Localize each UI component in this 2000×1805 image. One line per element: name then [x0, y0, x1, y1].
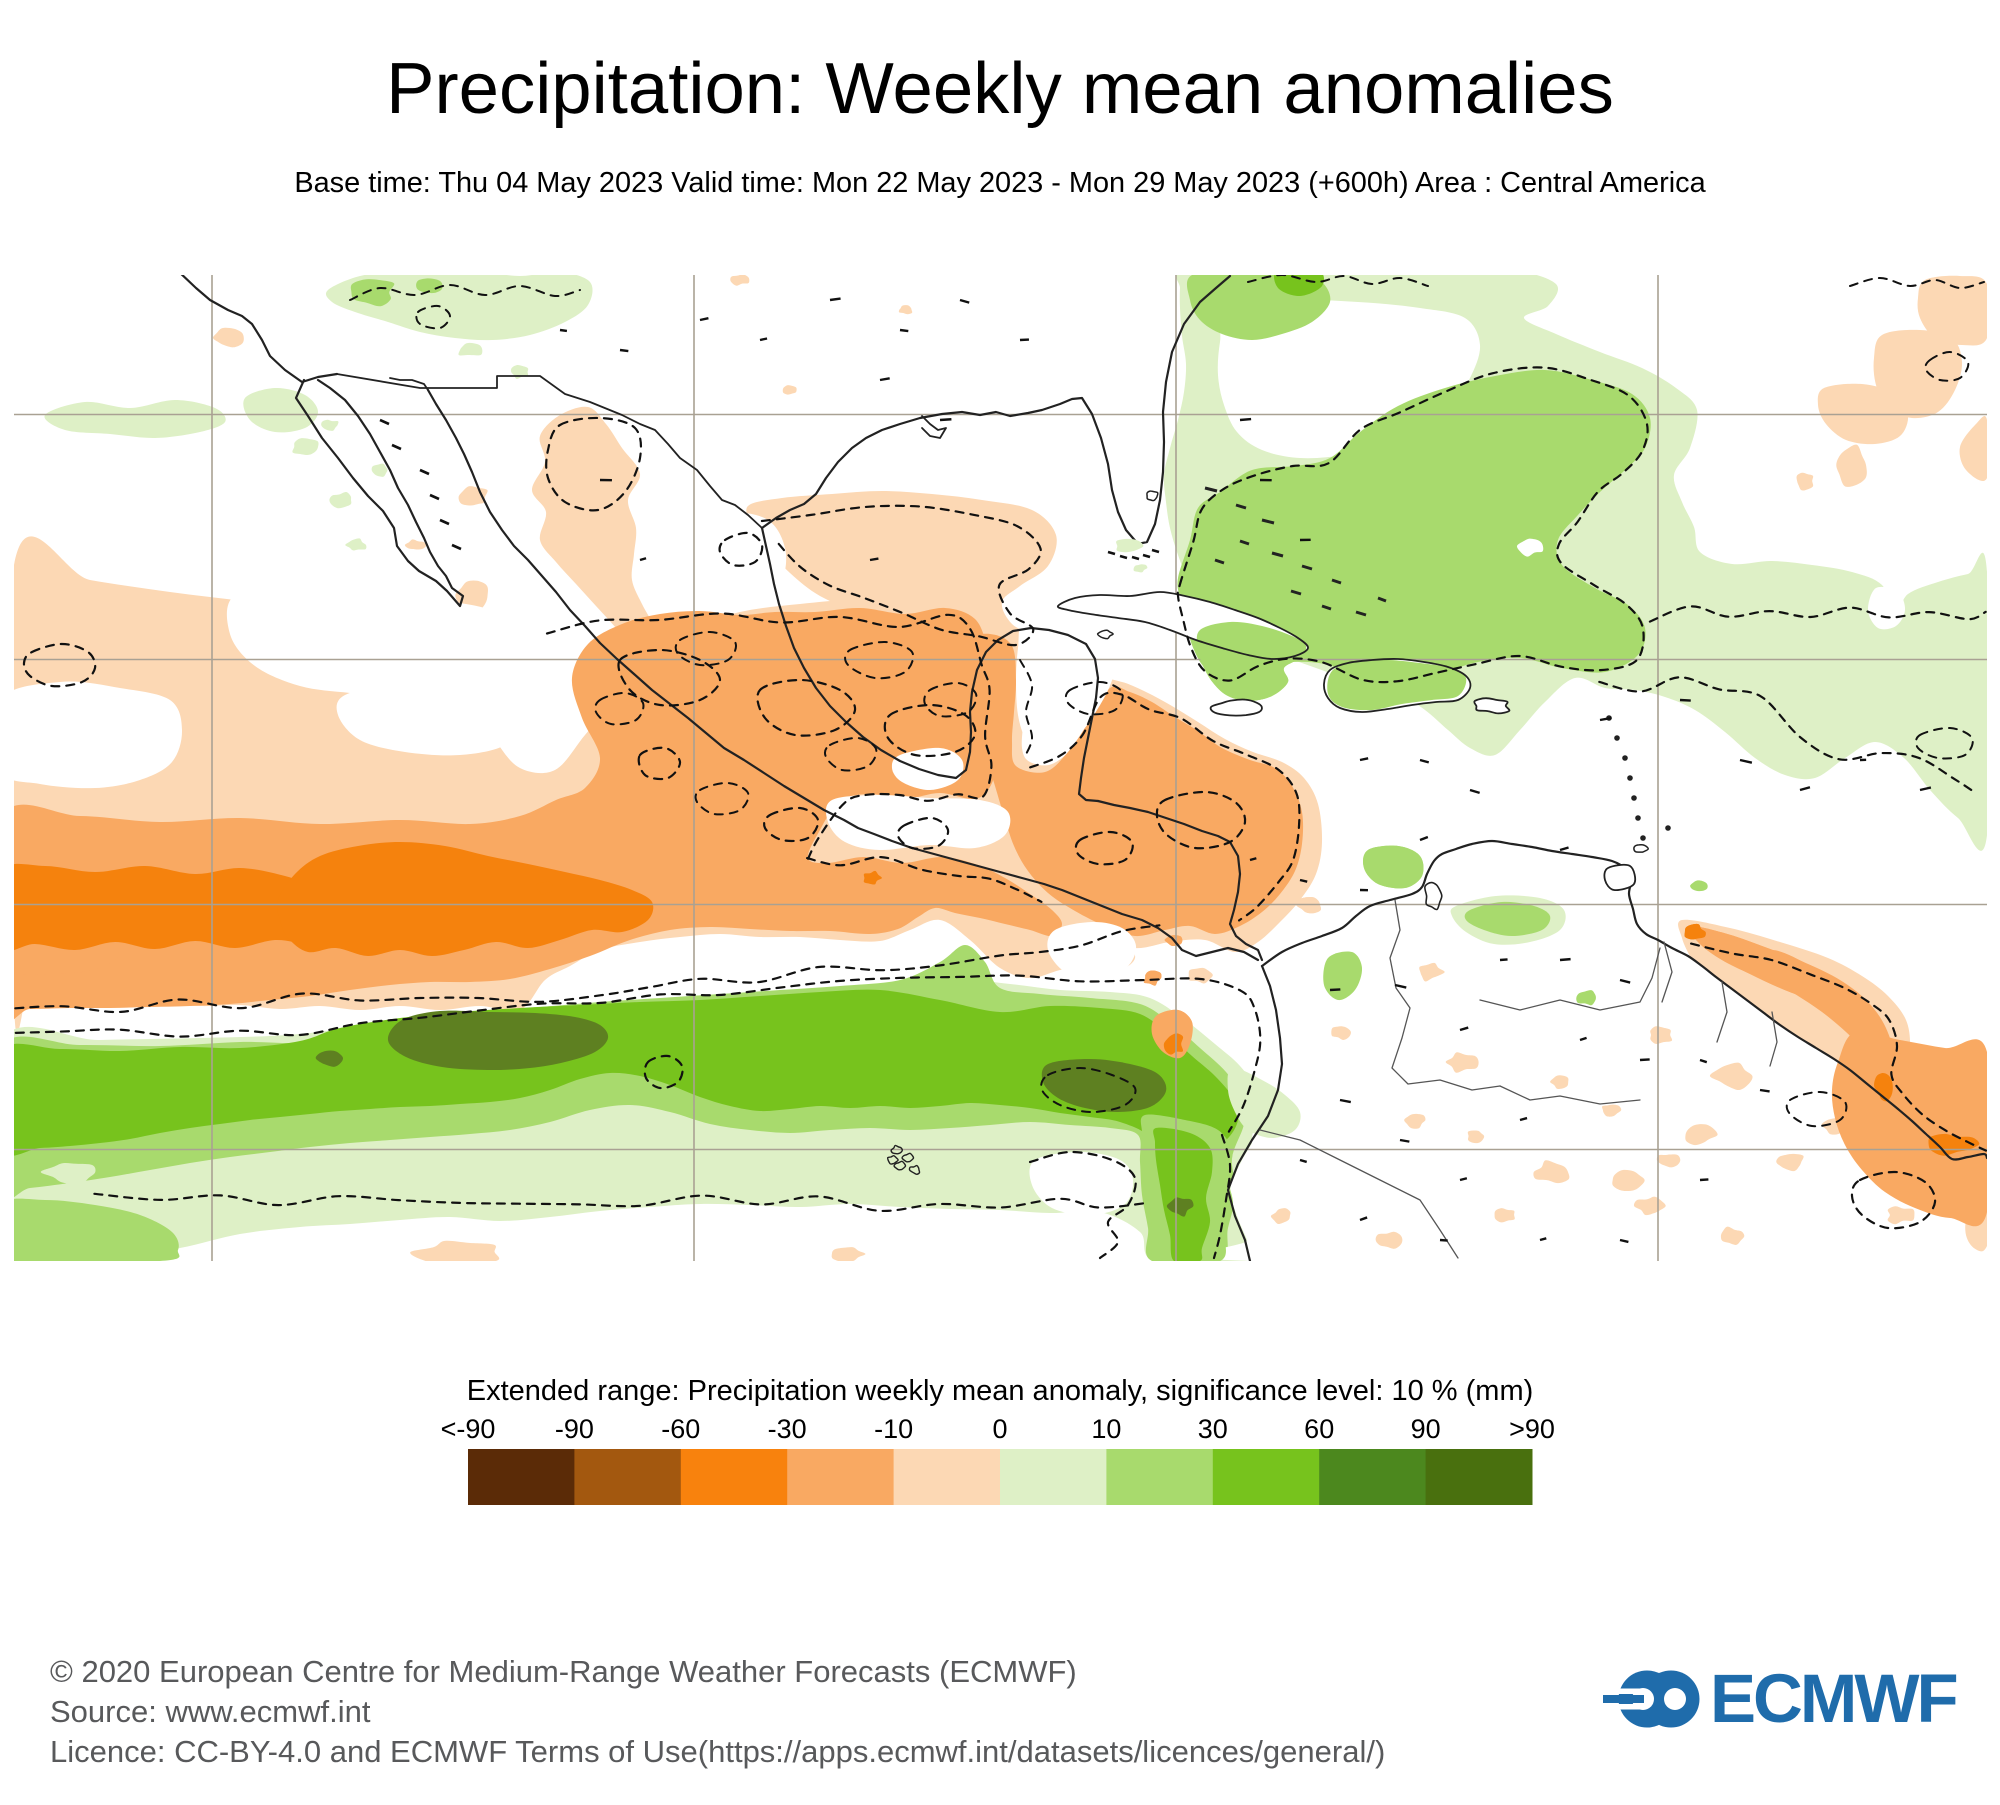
svg-text:Extended range: Precipitation: Extended range: Precipitation weekly mea…	[467, 1375, 1534, 1407]
svg-text:© 2020 European Centre for Med: © 2020 European Centre for Medium-Range …	[50, 1654, 1077, 1689]
svg-text:10: 10	[1091, 1414, 1121, 1444]
svg-text:<-90: <-90	[441, 1414, 496, 1444]
svg-text:0: 0	[992, 1414, 1007, 1444]
svg-text:90: 90	[1411, 1414, 1441, 1444]
svg-text:-60: -60	[661, 1414, 700, 1444]
svg-text:Source: www.ecmwf.int: Source: www.ecmwf.int	[50, 1694, 371, 1729]
svg-text:30: 30	[1198, 1414, 1228, 1444]
svg-text:-30: -30	[768, 1414, 807, 1444]
svg-text:Base time: Thu 04 May 2023 Val: Base time: Thu 04 May 2023 Valid time: M…	[294, 167, 1706, 199]
svg-text:Precipitation: Weekly mean ano: Precipitation: Weekly mean anomalies	[386, 48, 1614, 129]
svg-text:60: 60	[1304, 1414, 1334, 1444]
svg-text:ECMWF: ECMWF	[1710, 1660, 1956, 1737]
svg-text:>90: >90	[1509, 1414, 1555, 1444]
svg-text:Licence: CC-BY-4.0 and ECMWF T: Licence: CC-BY-4.0 and ECMWF Terms of Us…	[50, 1734, 1385, 1769]
svg-text:-10: -10	[874, 1414, 913, 1444]
svg-text:-90: -90	[555, 1414, 594, 1444]
